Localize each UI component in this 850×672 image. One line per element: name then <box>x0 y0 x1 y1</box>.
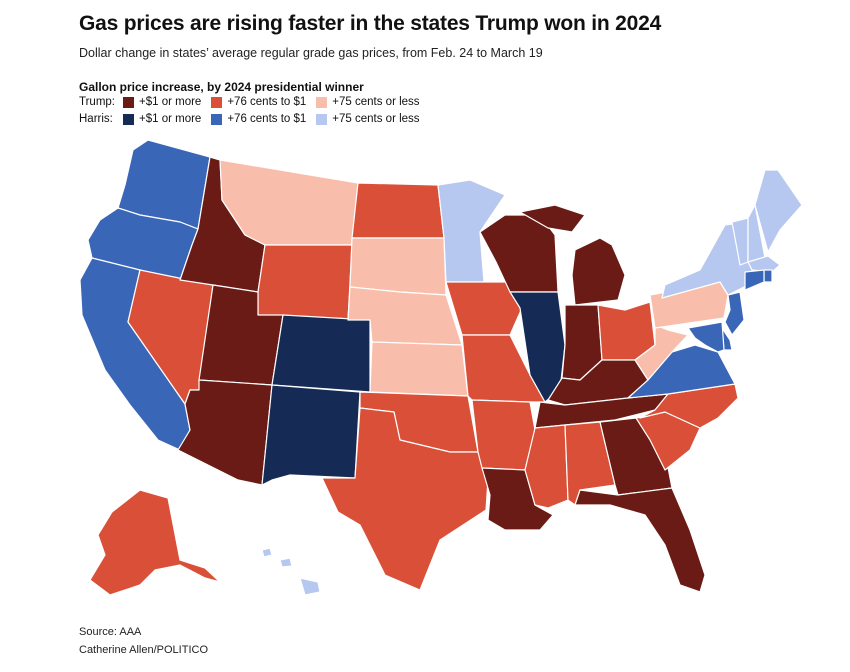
state-rhode-island[interactable] <box>763 269 773 283</box>
legend-swatch <box>123 96 134 108</box>
state-north-dakota[interactable] <box>351 182 445 239</box>
legend-row-label: Harris: <box>79 113 113 125</box>
state-hawaii-islands[interactable] <box>261 547 293 568</box>
state-alaska[interactable] <box>89 489 221 596</box>
legend-row-trump: Trump: +$1 or more +76 cents to $1 +75 c… <box>79 96 430 108</box>
legend-swatch <box>316 113 328 125</box>
legend-swatch <box>123 113 134 125</box>
state-michigan[interactable] <box>571 237 626 306</box>
legend-swatch <box>316 96 328 108</box>
state-arizona[interactable] <box>177 379 273 486</box>
state-missouri[interactable] <box>461 334 546 403</box>
state-maine[interactable] <box>754 169 803 253</box>
us-state-map <box>79 139 803 596</box>
state-florida[interactable] <box>574 487 706 593</box>
legend-item-label: +$1 or more <box>139 96 202 108</box>
state-colorado[interactable] <box>271 314 371 393</box>
chart-subtitle: Dollar change in states’ average regular… <box>79 46 543 60</box>
state-texas[interactable] <box>321 407 489 591</box>
legend-item-harris-high: +$1 or more <box>123 113 201 125</box>
legend-item-trump-low: +75 cents or less <box>316 96 420 108</box>
legend-item-trump-mid: +76 cents to $1 <box>211 96 306 108</box>
legend-heading: Gallon price increase, by 2024 president… <box>79 80 364 94</box>
legend-item-label: +$1 or more <box>139 113 202 125</box>
state-hawaii[interactable] <box>299 577 321 596</box>
legend-swatch <box>211 113 223 125</box>
legend-row-label: Trump: <box>79 96 115 108</box>
legend-item-label: +76 cents to $1 <box>227 113 307 125</box>
state-minnesota[interactable] <box>437 179 506 283</box>
state-new-mexico[interactable] <box>261 384 361 486</box>
legend-swatch <box>211 96 223 108</box>
state-wisconsin[interactable] <box>479 214 559 293</box>
legend-item-trump-high: +$1 or more <box>123 96 201 108</box>
state-wyoming[interactable] <box>257 244 353 321</box>
legend-row-harris: Harris: +$1 or more +76 cents to $1 +75 … <box>79 113 430 125</box>
legend-item-label: +75 cents or less <box>332 113 420 125</box>
legend-item-harris-low: +75 cents or less <box>316 113 420 125</box>
legend-item-label: +75 cents or less <box>332 96 420 108</box>
state-kansas[interactable] <box>369 341 469 397</box>
credit-note: Catherine Allen/POLITICO <box>79 644 209 656</box>
state-massachusetts[interactable] <box>747 255 781 273</box>
state-south-dakota[interactable] <box>349 237 447 296</box>
state-new-jersey[interactable] <box>724 291 745 336</box>
state-michigan-up[interactable] <box>519 204 586 233</box>
state-arkansas[interactable] <box>471 399 536 471</box>
legend-item-label: +76 cents to $1 <box>227 96 307 108</box>
source-note: Source: AAA <box>79 626 142 638</box>
state-maryland[interactable] <box>687 321 725 353</box>
legend-item-harris-mid: +76 cents to $1 <box>211 113 306 125</box>
state-connecticut[interactable] <box>744 269 765 291</box>
chart-title: Gas prices are rising faster in the stat… <box>79 12 662 35</box>
